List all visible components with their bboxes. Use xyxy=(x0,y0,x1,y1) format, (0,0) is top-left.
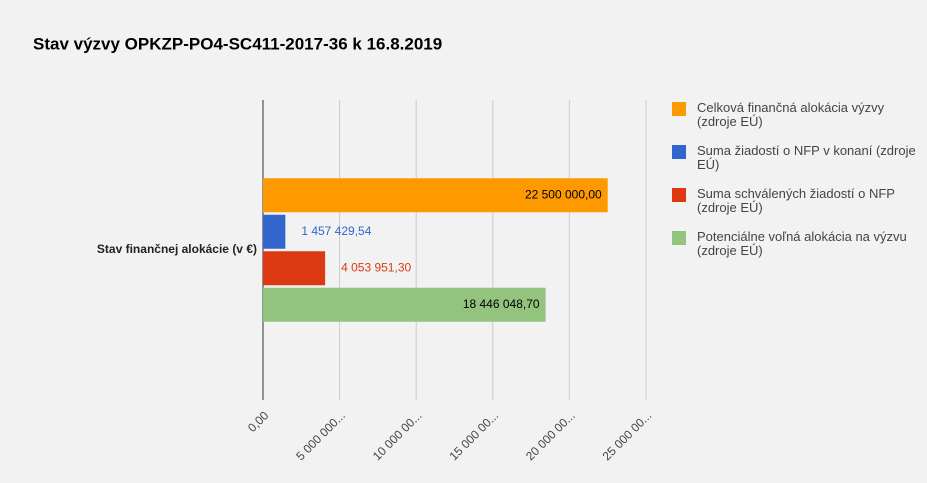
bar xyxy=(263,214,286,249)
x-tick-label: 10 000 00... xyxy=(370,408,425,463)
bar xyxy=(263,178,608,213)
value-label: 18 446 048,70 xyxy=(463,297,540,311)
legend-swatch xyxy=(672,231,686,245)
x-tick-label: 15 000 00... xyxy=(446,408,501,463)
x-tick-label: 25 000 00... xyxy=(600,408,655,463)
legend-swatch xyxy=(672,188,686,202)
value-label: 4 053 951,30 xyxy=(341,260,411,274)
bar xyxy=(263,251,326,286)
legend-label: Suma žiadostí o NFP v konaní (zdroje EÚ) xyxy=(697,143,916,172)
x-tick-label: 0,00 xyxy=(245,408,272,435)
value-label: 22 500 000,00 xyxy=(525,187,602,201)
legend-label: Suma schválených žiadostí o NFP (zdroje … xyxy=(697,186,895,215)
legend-label: Celková finančná alokácia výzvy (zdroje … xyxy=(697,100,885,129)
legend-swatch xyxy=(672,102,686,116)
bar xyxy=(263,287,546,322)
x-tick-label: 20 000 00... xyxy=(523,408,578,463)
legend-swatch xyxy=(672,145,686,159)
chart-title: Stav výzvy OPKZP-PO4-SC411-2017-36 k 16.… xyxy=(33,34,442,53)
legend-label: Potenciálne voľná alokácia na výzvu (zdr… xyxy=(697,229,907,258)
legend-item: Suma žiadostí o NFP v konaní (zdroje EÚ) xyxy=(672,144,917,172)
legend-item: Celková finančná alokácia výzvy (zdroje … xyxy=(672,101,917,129)
legend-item: Suma schválených žiadostí o NFP (zdroje … xyxy=(672,187,917,215)
value-label: 1 457 429,54 xyxy=(301,224,371,238)
x-tick-label: 5 000 000... xyxy=(293,408,348,463)
legend-item: Potenciálne voľná alokácia na výzvu (zdr… xyxy=(672,230,917,258)
category-label: Stav finančnej alokácie (v €) xyxy=(97,242,257,256)
